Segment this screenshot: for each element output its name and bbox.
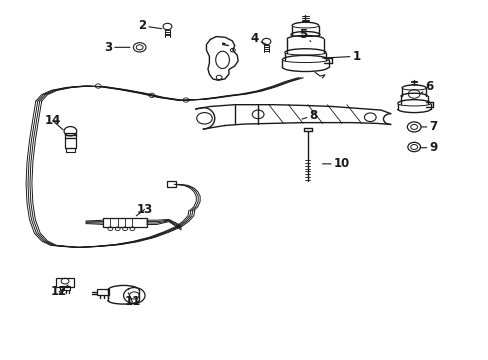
Bar — [167, 181, 176, 187]
Bar — [60, 286, 70, 291]
Text: 2: 2 — [138, 19, 161, 32]
Text: 13: 13 — [136, 203, 152, 216]
Bar — [65, 148, 75, 152]
Text: 5: 5 — [298, 28, 310, 41]
Text: 11: 11 — [124, 293, 140, 309]
Text: 12: 12 — [51, 285, 68, 298]
Bar — [64, 134, 76, 148]
Text: 9: 9 — [419, 141, 437, 154]
Bar — [56, 278, 74, 287]
Bar — [97, 289, 109, 296]
Text: 6: 6 — [420, 80, 433, 93]
Text: 7: 7 — [420, 121, 437, 134]
Bar — [103, 218, 147, 226]
Text: 10: 10 — [322, 157, 349, 170]
Text: 14: 14 — [44, 114, 63, 130]
Text: 4: 4 — [250, 32, 266, 45]
Text: 1: 1 — [322, 50, 360, 63]
Text: 3: 3 — [103, 41, 130, 54]
Text: 8: 8 — [302, 109, 317, 122]
